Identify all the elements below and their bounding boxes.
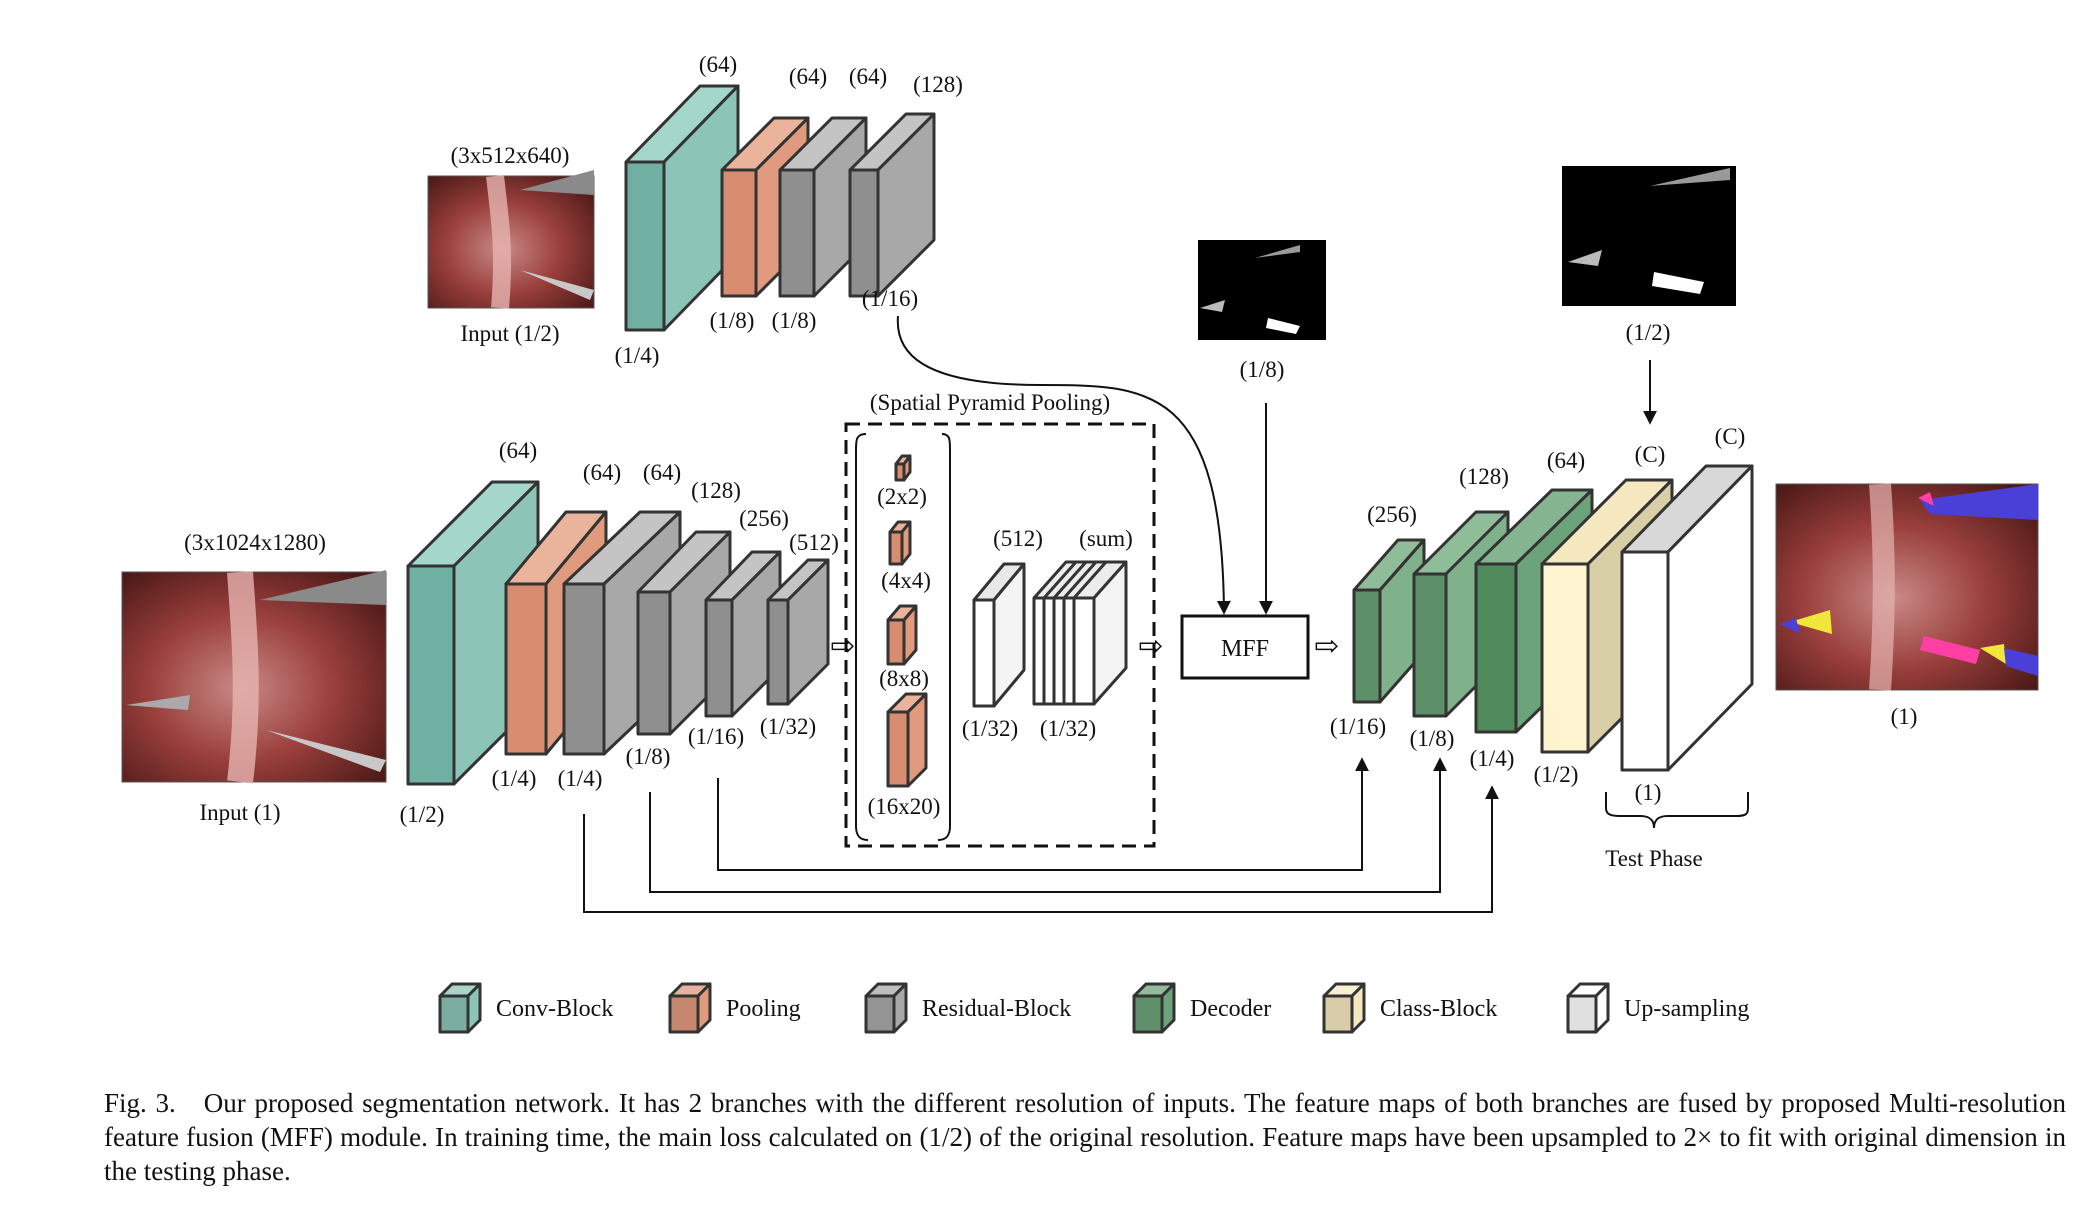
up-scale: (1) [1635, 780, 1662, 805]
legend-swatch-conv-block [438, 982, 482, 1034]
res3-ch: (256) [739, 506, 789, 531]
spp-right-bracket [937, 433, 951, 841]
output-scale: (1) [1891, 704, 1918, 729]
class-scale: (1/2) [1534, 762, 1579, 787]
spp-pool-4x4 [888, 520, 912, 566]
top-res2-ch: (128) [913, 72, 963, 97]
main-input-dims: (3x1024x1280) [184, 530, 326, 555]
flow-arrow-2: ⇨ [1138, 630, 1163, 663]
mff-box [1180, 614, 1310, 680]
dec2-ch: (128) [1459, 464, 1509, 489]
main-input-caption: Input (1) [199, 800, 280, 825]
legend-swatch-residual-block [864, 982, 908, 1034]
spp-8x8: (8x8) [879, 666, 929, 691]
figure-caption: Fig. 3. Our proposed segmentation network… [104, 1086, 2066, 1188]
mff-label: MFF [1221, 636, 1269, 662]
top-pool-scale: (1/8) [710, 308, 755, 333]
top-branch-to-mff-arrow [896, 315, 1231, 615]
mff-mask-scale: (1/8) [1240, 357, 1285, 382]
top-res2-scale: (1/16) [862, 286, 918, 311]
top-input-caption: Input (1/2) [460, 321, 559, 346]
loss-mask-scale: (1/2) [1626, 320, 1671, 345]
spp-sum-stack [1032, 560, 1128, 706]
legend: Conv-Block Pooling Residual-Block Decoder Cl… [438, 982, 1749, 1034]
spp-up-ch: (512) [993, 526, 1043, 551]
skip-connection-2 [649, 757, 1447, 893]
legend-swatch-pooling [668, 982, 712, 1034]
res2-scale: (1/8) [626, 744, 671, 769]
top-conv-ch: (64) [699, 52, 737, 77]
spp-pool-2x2 [894, 454, 912, 482]
test-phase-brace [1605, 792, 1749, 829]
upsampling-block [1620, 464, 1754, 772]
top-res1-ch: (64) [849, 64, 887, 89]
res4-scale: (1/32) [760, 714, 816, 739]
res1-ch: (64) [643, 460, 681, 485]
dec1-scale: (1/16) [1330, 714, 1386, 739]
legend-swatch-decoder [1132, 982, 1176, 1034]
skip-connection-3 [583, 785, 1499, 913]
output-image [1775, 483, 2039, 691]
conv-scale: (1/2) [400, 802, 445, 827]
skip-connection-1 [717, 757, 1369, 871]
top-res1-scale: (1/8) [772, 308, 817, 333]
res3-scale: (1/16) [688, 724, 744, 749]
legend-label: Residual-Block [922, 996, 1071, 1022]
legend-label: Pooling [726, 996, 801, 1022]
caption-fig-number: Fig. 3. [104, 1088, 176, 1118]
class-ch: (C) [1635, 442, 1666, 467]
conv-ch: (64) [499, 438, 537, 463]
legend-label: Class-Block [1380, 996, 1497, 1022]
spp-upsample-block [972, 562, 1026, 708]
dec1-ch: (256) [1367, 502, 1417, 527]
spp-4x4: (4x4) [881, 568, 931, 593]
res1-scale: (1/4) [558, 766, 603, 791]
spp-left-bracket [855, 433, 869, 841]
caption-text: Our proposed segmentation network. It ha… [104, 1088, 2066, 1186]
res2-ch: (128) [691, 478, 741, 503]
dec3-scale: (1/4) [1470, 746, 1515, 771]
legend-swatch-class-block [1322, 982, 1366, 1034]
spp-up-scale: (1/32) [962, 716, 1018, 741]
top-residual-block-2 [848, 112, 936, 298]
spp-sum-ch: (sum) [1079, 526, 1133, 551]
top-input-dims: (3x512x640) [451, 143, 570, 168]
main-input-image [121, 570, 387, 784]
top-pool-ch: (64) [789, 64, 827, 89]
spp-pool-8x8 [886, 604, 918, 666]
top-input-image [427, 170, 595, 309]
pool-ch: (64) [583, 460, 621, 485]
legend-label: Conv-Block [496, 996, 613, 1022]
top-conv-scale: (1/4) [615, 343, 660, 368]
legend-label: Up-sampling [1624, 996, 1749, 1022]
legend-swatch-up-sampling [1566, 982, 1610, 1034]
spp-box [844, 422, 1156, 848]
dec3-ch: (64) [1547, 448, 1585, 473]
pool-scale: (1/4) [492, 766, 537, 791]
up-ch: (C) [1715, 424, 1746, 449]
spp-16x20: (16x20) [868, 794, 941, 819]
spp-title: (Spatial Pyramid Pooling) [870, 390, 1110, 415]
mff-mask-image [1198, 240, 1326, 340]
flow-arrow-1: ⇨ [830, 630, 855, 663]
residual-block-4 [766, 558, 830, 706]
flow-arrow-3: ⇨ [1314, 630, 1339, 663]
legend-label: Decoder [1190, 996, 1271, 1022]
test-phase-label: Test Phase [1605, 846, 1702, 871]
loss-mask-image [1562, 166, 1736, 306]
spp-2x2: (2x2) [877, 484, 927, 509]
dec2-scale: (1/8) [1410, 726, 1455, 751]
spp-sum-scale: (1/32) [1040, 716, 1096, 741]
res4-ch: (512) [789, 530, 839, 555]
spp-pool-16x20 [886, 692, 928, 788]
